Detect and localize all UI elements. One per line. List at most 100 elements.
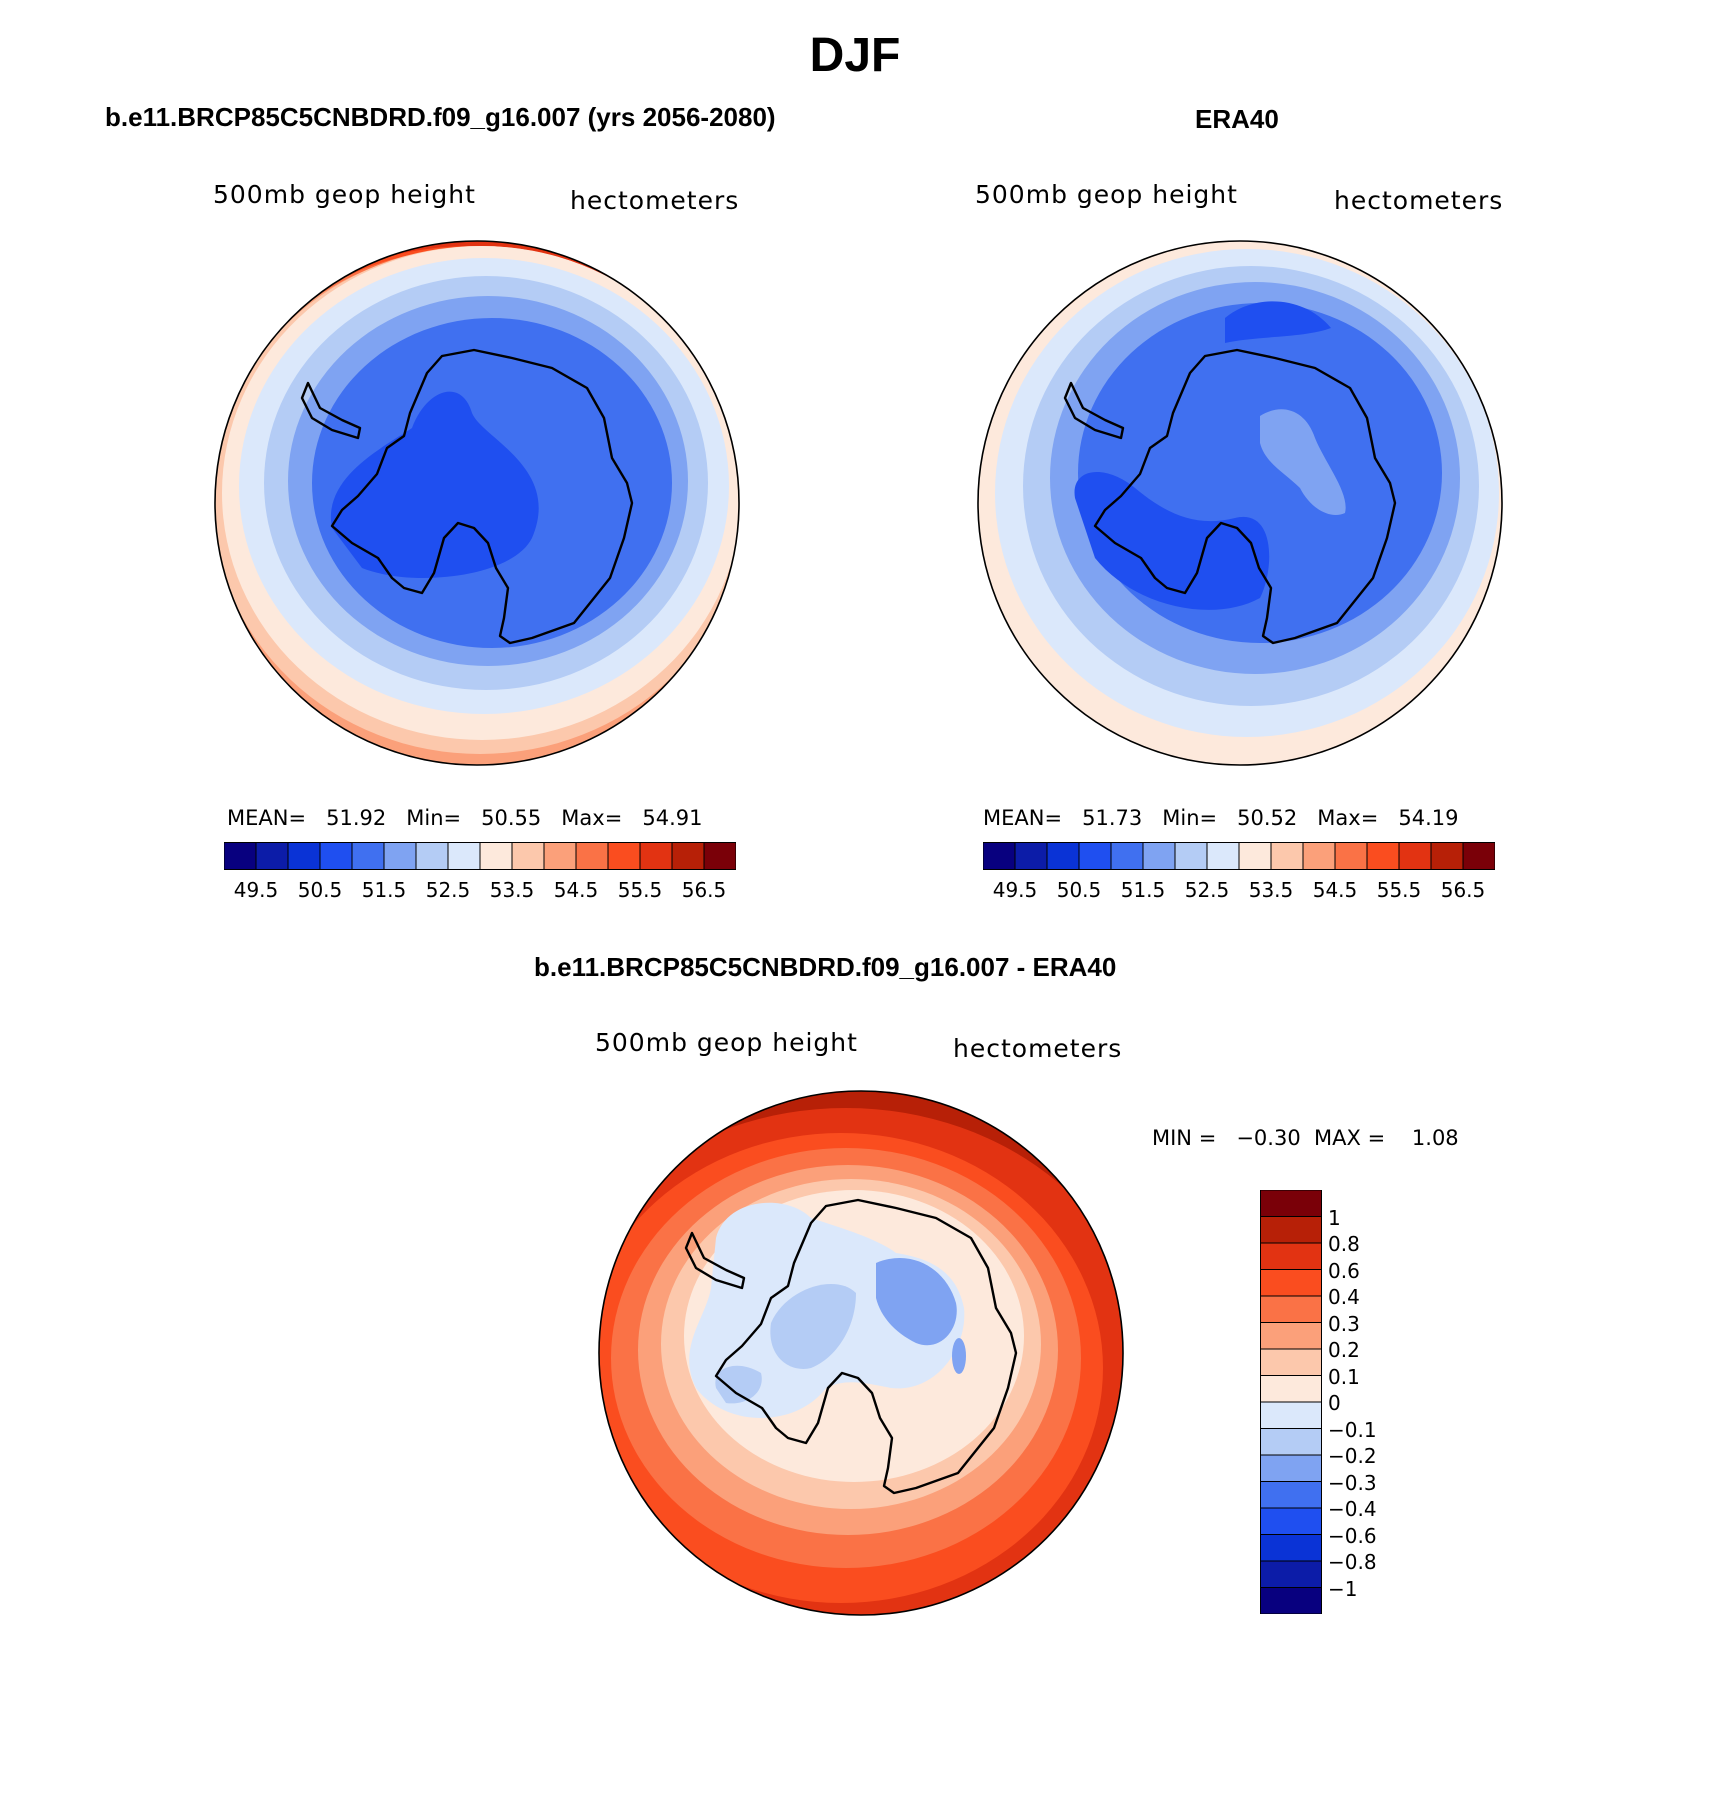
colorbar-tick-label: −0.1 — [1328, 1417, 1377, 1442]
colorbar-tick-label: −0.6 — [1328, 1523, 1377, 1548]
colorbar-swatch — [1260, 1560, 1322, 1588]
colorbar-swatch — [255, 842, 289, 870]
colorbar-tick-label: 51.5 — [361, 878, 407, 902]
colorbar-swatch — [479, 842, 513, 870]
colorbar-swatch — [1110, 842, 1144, 870]
colorbar-tick-label: 0.4 — [1328, 1285, 1360, 1309]
colorbar-swatch — [639, 842, 673, 870]
colorbar-swatch — [1260, 1401, 1322, 1429]
panel-model-title: b.e11.BRCP85C5CNBDRD.f09_g16.007 (yrs 20… — [105, 102, 776, 132]
colorbar-tick-label: 50.5 — [1056, 878, 1102, 902]
colorbar-swatch — [1260, 1216, 1322, 1244]
panel-obs-title: ERA40 — [1195, 104, 1279, 134]
colorbar-swatch — [671, 842, 705, 870]
colorbar-swatch — [1462, 842, 1495, 870]
colorbar-swatch — [415, 842, 449, 870]
colorbar-swatch — [1260, 1454, 1322, 1482]
colorbar-swatch — [1270, 842, 1304, 870]
colorbar-tick-label: 53.5 — [489, 878, 535, 902]
colorbar-swatch — [1260, 1375, 1322, 1403]
panel-model-colorbar — [224, 842, 736, 870]
colorbar-tick-label: 52.5 — [1184, 878, 1230, 902]
colorbar-tick-label: 53.5 — [1248, 878, 1294, 902]
colorbar-tick-label: 52.5 — [425, 878, 471, 902]
colorbar-swatch — [1260, 1269, 1322, 1297]
panel-obs-coastline — [1063, 348, 1397, 645]
panel-model-coastline — [300, 348, 634, 645]
colorbar-tick-label: 55.5 — [617, 878, 663, 902]
colorbar-tick-label: 0.1 — [1328, 1364, 1360, 1389]
panel-obs-polar-map — [977, 240, 1503, 766]
colorbar-tick-label: 0.3 — [1328, 1311, 1360, 1336]
colorbar-swatch — [1260, 1534, 1322, 1562]
panel-diff-colorbar — [1260, 1190, 1322, 1614]
colorbar-swatch — [1260, 1242, 1322, 1270]
colorbar-swatch — [1260, 1507, 1322, 1535]
colorbar-swatch — [983, 842, 1016, 870]
colorbar-swatch — [1142, 842, 1176, 870]
colorbar-tick-label: −0.4 — [1328, 1497, 1377, 1521]
colorbar-tick-label: 54.5 — [553, 878, 599, 902]
colorbar-swatch — [1260, 1190, 1322, 1217]
panel-diff-polar-map — [598, 1090, 1124, 1616]
panel-model-units-label: hectometers — [570, 186, 740, 215]
colorbar-swatch — [319, 842, 353, 870]
colorbar-swatch — [511, 842, 545, 870]
panel-obs-variable-label: 500mb geop height — [975, 180, 1238, 209]
colorbar-swatch — [1430, 842, 1464, 870]
colorbar-swatch — [1366, 842, 1400, 870]
panel-diff-coastline — [684, 1198, 1018, 1495]
panel-diff-variable-label: 500mb geop height — [595, 1028, 858, 1057]
panel-obs-colorbar — [983, 842, 1495, 870]
colorbar-tick-label: 0.6 — [1328, 1258, 1360, 1283]
colorbar-swatch — [1302, 842, 1336, 870]
panel-obs-units-label: hectometers — [1334, 186, 1504, 215]
panel-diff-title: b.e11.BRCP85C5CNBDRD.f09_g16.007 - ERA40 — [534, 952, 1117, 982]
colorbar-swatch — [383, 842, 417, 870]
colorbar-swatch — [1260, 1348, 1322, 1376]
colorbar-tick-label: −0.8 — [1328, 1550, 1377, 1574]
colorbar-swatch — [1334, 842, 1368, 870]
colorbar-tick-label: 1 — [1328, 1205, 1341, 1230]
panel-diff-colorbar-ticks: 1 0.8 0.6 0.4 0.3 0.2 0.1 0 −0.1 −0.2 −0.3 −0.4 −0.6… — [1328, 1190, 1448, 1614]
panel-diff-stats: MIN = −0.30 MAX = 1.08 — [1152, 1126, 1459, 1150]
colorbar-swatch — [1174, 842, 1208, 870]
colorbar-tick-label: 51.5 — [1120, 878, 1166, 902]
panel-model-stats: MEAN= 51.92 Min= 50.55 Max= 54.91 — [227, 806, 703, 830]
colorbar-swatch — [607, 842, 641, 870]
colorbar-tick-label: 50.5 — [297, 878, 343, 902]
figure-title: DJF — [809, 29, 901, 82]
colorbar-swatch — [1238, 842, 1272, 870]
colorbar-swatch — [1260, 1295, 1322, 1323]
colorbar-tick-label: 0 — [1328, 1391, 1341, 1415]
colorbar-swatch — [1046, 842, 1080, 870]
colorbar-tick-label: 55.5 — [1376, 878, 1422, 902]
colorbar-swatch — [351, 842, 385, 870]
colorbar-swatch — [703, 842, 736, 870]
colorbar-tick-label: −0.2 — [1328, 1444, 1377, 1468]
colorbar-swatch — [1260, 1428, 1322, 1456]
colorbar-swatch — [543, 842, 577, 870]
panel-model-polar-map — [214, 240, 740, 766]
colorbar-swatch — [447, 842, 481, 870]
colorbar-tick-label: 0.2 — [1328, 1338, 1360, 1362]
colorbar-tick-label: 56.5 — [681, 878, 727, 902]
panel-obs-colorbar-ticks: 49.5 50.5 51.5 52.5 53.5 54.5 55.5 56.5 — [983, 878, 1495, 904]
panel-model-colorbar-ticks: 49.5 50.5 51.5 52.5 53.5 54.5 55.5 56.5 — [224, 878, 736, 904]
colorbar-swatch — [224, 842, 257, 870]
colorbar-swatch — [1014, 842, 1048, 870]
colorbar-swatch — [1260, 1481, 1322, 1509]
colorbar-swatch — [575, 842, 609, 870]
colorbar-swatch — [1206, 842, 1240, 870]
panel-diff-units-label: hectometers — [953, 1034, 1123, 1063]
colorbar-tick-label: 54.5 — [1312, 878, 1358, 902]
colorbar-swatch — [1078, 842, 1112, 870]
colorbar-swatch — [1260, 1322, 1322, 1350]
colorbar-swatch — [1260, 1587, 1322, 1614]
colorbar-tick-label: 49.5 — [233, 878, 279, 902]
colorbar-tick-label: −0.3 — [1328, 1470, 1377, 1495]
panel-obs-stats: MEAN= 51.73 Min= 50.52 Max= 54.19 — [983, 806, 1459, 830]
colorbar-swatch — [287, 842, 321, 870]
colorbar-tick-label: 56.5 — [1440, 878, 1486, 902]
colorbar-swatch — [1398, 842, 1432, 870]
